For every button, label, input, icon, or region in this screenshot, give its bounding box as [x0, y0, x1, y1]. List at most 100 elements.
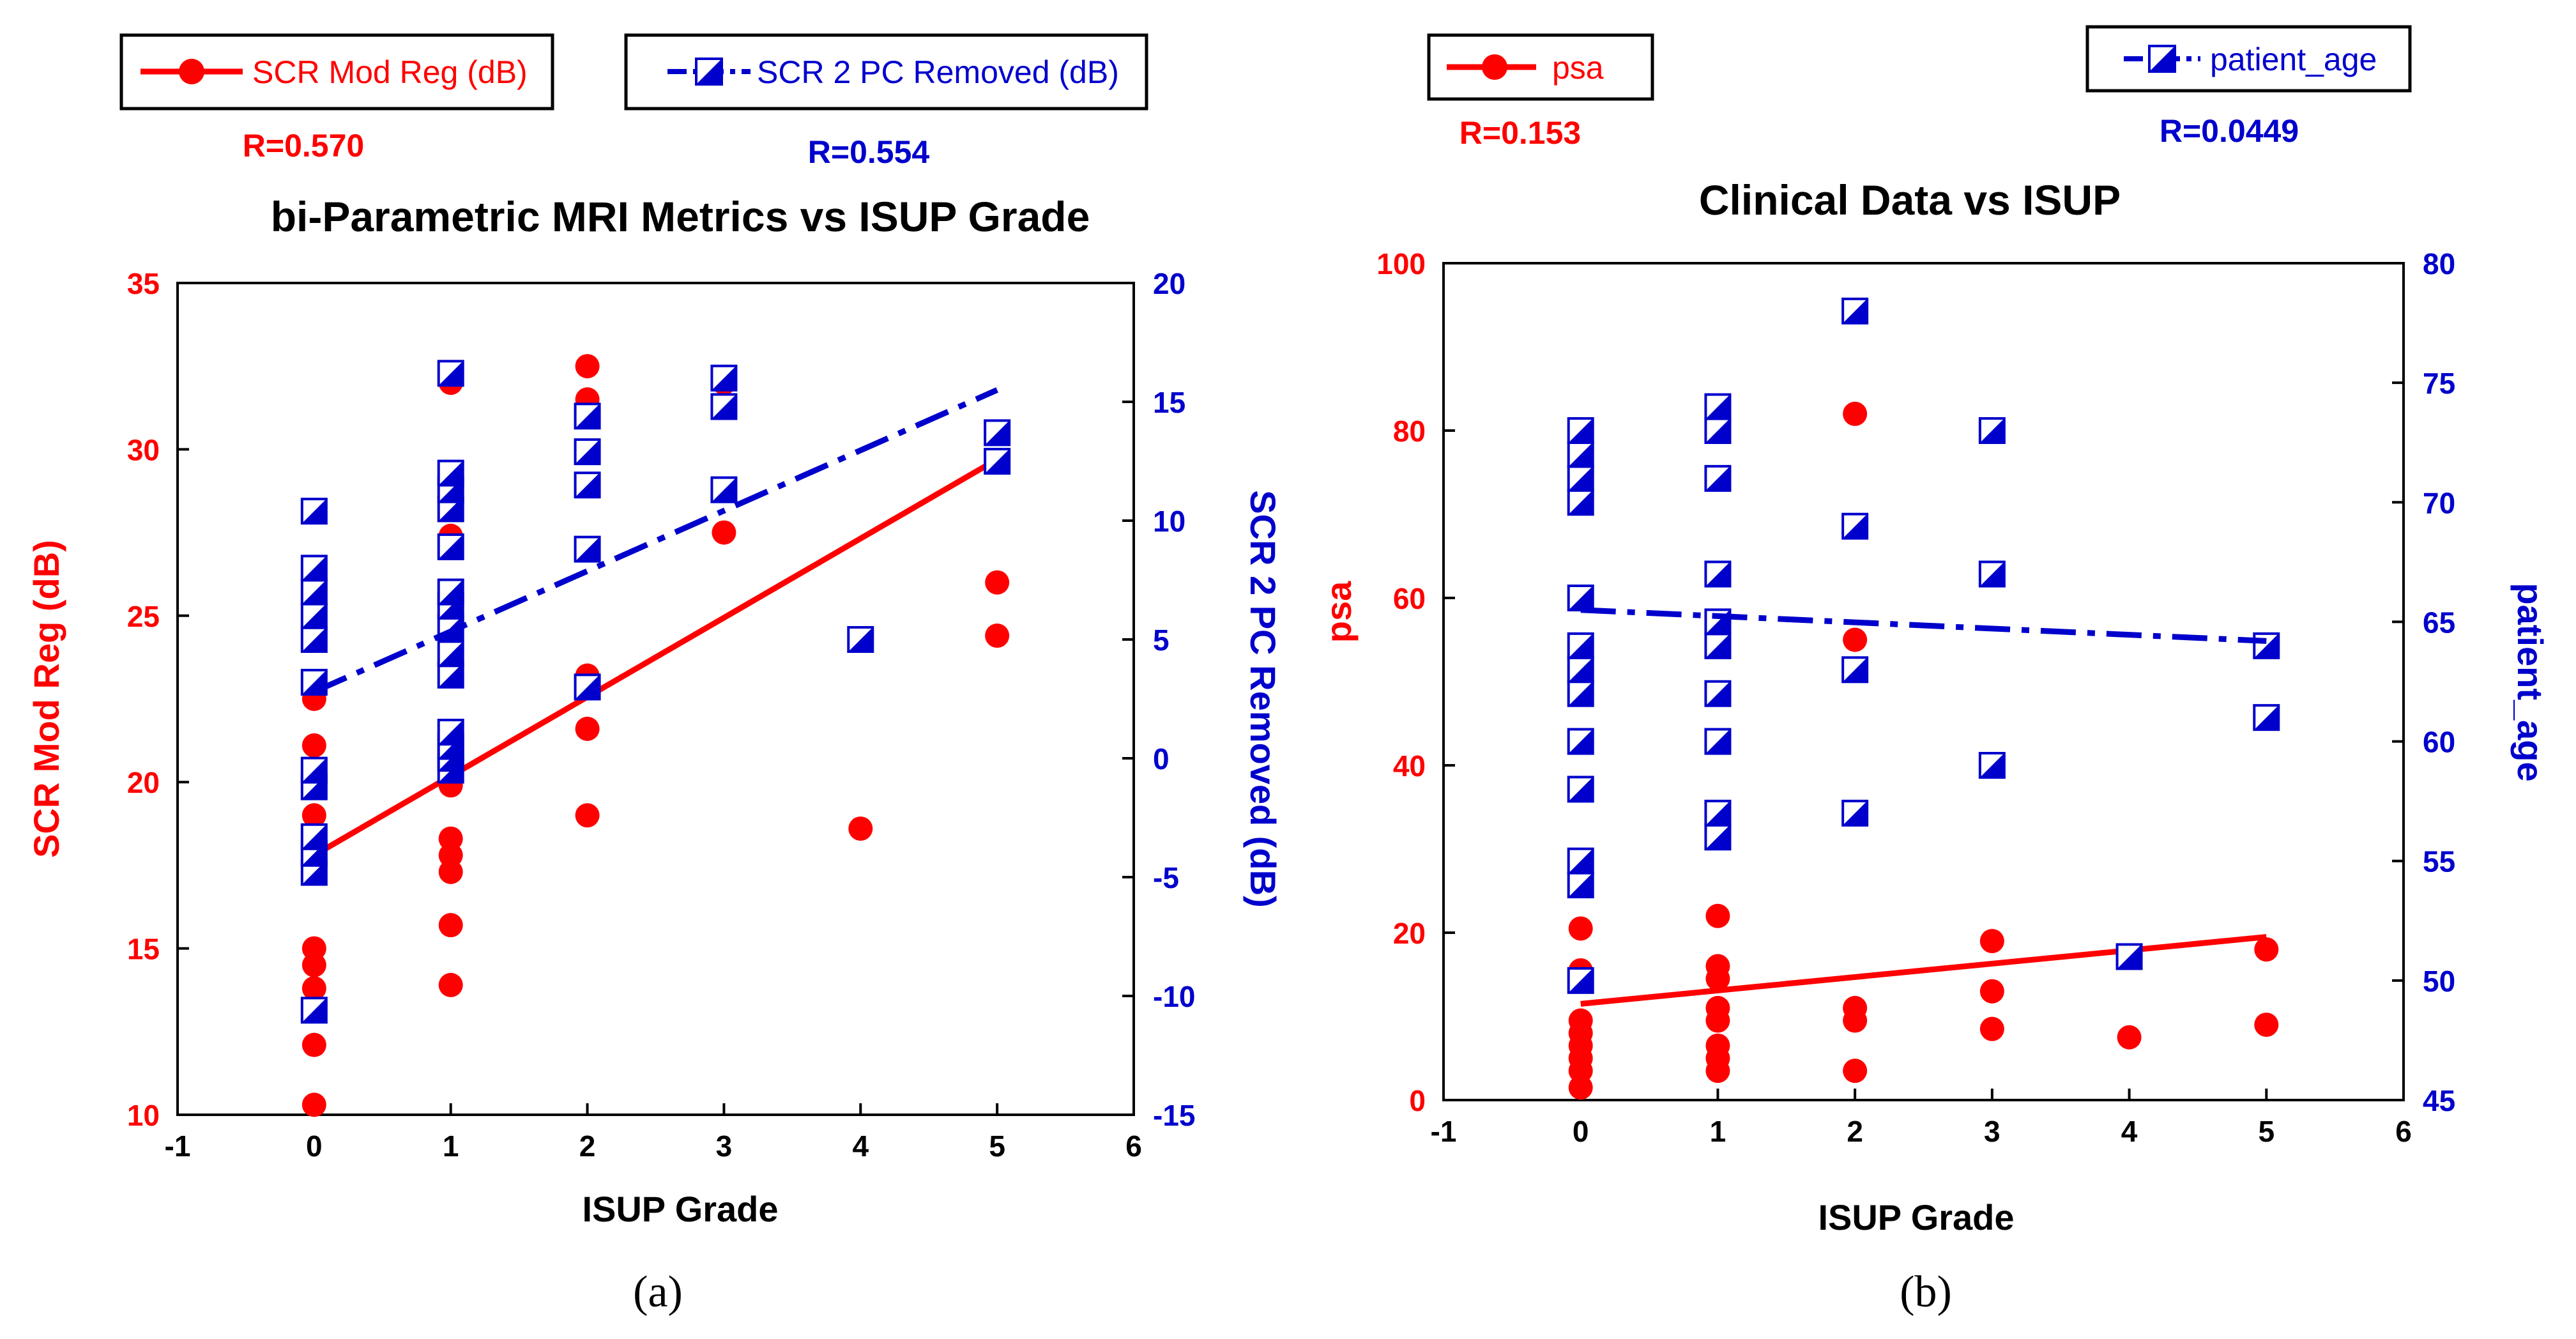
fit-line-b-s2 — [1580, 607, 2267, 644]
point-a-s2-3 — [300, 823, 328, 850]
x-tick-label-b-4: 3 — [1984, 1115, 2001, 1148]
point-a-s1-20 — [575, 716, 600, 741]
point-a-s1-2 — [301, 976, 326, 1001]
point-a-s2-10 — [300, 555, 328, 582]
point-b-s1-18 — [1843, 995, 1868, 1020]
y-right-tick-label-b-1: 50 — [2423, 965, 2455, 998]
y-right-tick-label-a-4: 5 — [1153, 624, 1170, 657]
x-tick-label-a-1: 0 — [306, 1129, 323, 1163]
point-b-s2-22 — [1704, 393, 1732, 420]
point-b-s1-10 — [1705, 1033, 1730, 1058]
fit-line-a-s2 — [313, 387, 998, 694]
y-right-tick-label-a-6: 15 — [1153, 386, 1185, 419]
legend-b-series-2-label: patient_age — [2210, 42, 2377, 77]
chart-b-ylabel-right: patient_age — [2510, 583, 2550, 781]
y-right-tick-label-b-4: 65 — [2423, 606, 2455, 639]
x-tick-label-a-6: 5 — [989, 1129, 1005, 1163]
point-a-s2-8 — [300, 602, 328, 629]
point-a-s2-26 — [574, 673, 601, 701]
point-a-s2-5 — [300, 756, 328, 784]
panel-a: SCR Mod Reg (dB) R=0.570 SCR 2 PC Remove… — [26, 33, 1283, 1317]
point-b-s2-6 — [1567, 656, 1594, 684]
y-left-tick-label-a-4: 30 — [127, 433, 160, 466]
point-b-s2-7 — [1567, 632, 1594, 659]
legend-b-series-2: patient_age — [2085, 25, 2412, 93]
point-b-s2-0 — [1567, 967, 1594, 994]
y-right-tick-label-a-5: 10 — [1153, 505, 1185, 538]
point-b-s1-15 — [1705, 903, 1730, 928]
chart-b-ylabel-left: psa — [1318, 581, 1359, 643]
x-tick-label-a-7: 6 — [1125, 1129, 1142, 1163]
legend-a-series-2-marker — [695, 57, 723, 86]
point-b-s2-11 — [1567, 441, 1594, 468]
plot-b-frame — [1442, 262, 2405, 1101]
y-left-tick-label-b-0: 0 — [1409, 1084, 1426, 1117]
point-a-s1-13 — [438, 826, 463, 851]
legend-b-series-1: psa — [1427, 33, 1654, 101]
panel-a-caption: (a) — [633, 1267, 683, 1317]
x-tick-label-a-2: 1 — [443, 1129, 459, 1163]
x-tick-label-a-4: 3 — [716, 1129, 733, 1163]
point-a-s2-34 — [847, 626, 874, 653]
point-a-s1-9 — [438, 972, 463, 997]
y-left-tick-label-a-1: 15 — [127, 933, 160, 966]
point-b-s1-19 — [1843, 627, 1868, 652]
point-a-s1-19 — [575, 803, 600, 828]
y-left-tick-label-a-0: 10 — [127, 1099, 160, 1132]
point-a-s2-11 — [300, 498, 328, 525]
point-a-s1-27 — [985, 624, 1010, 648]
point-b-s1-26 — [2254, 937, 2279, 962]
point-a-s2-29 — [574, 438, 601, 466]
legend-b-series-1-marker — [1482, 54, 1507, 80]
point-a-s1-0 — [301, 1092, 326, 1117]
y-right-tick-label-b-7: 80 — [2423, 247, 2455, 280]
panel-b: psa R=0.153 patient_age R=0.0449 Clinica… — [1318, 25, 2550, 1317]
x-tick-label-b-0: -1 — [1431, 1115, 1457, 1148]
point-b-s2-24 — [1841, 656, 1869, 684]
y-right-tick-label-b-2: 55 — [2423, 845, 2455, 878]
point-a-s1-6 — [301, 803, 326, 828]
point-a-s1-3 — [301, 953, 326, 977]
point-a-s2-0 — [300, 997, 328, 1024]
point-b-s2-16 — [1704, 680, 1732, 707]
fit-line-b-s1 — [1580, 934, 2267, 1007]
point-b-s1-12 — [1705, 995, 1730, 1020]
point-b-s2-10 — [1567, 464, 1594, 492]
point-b-s2-5 — [1567, 680, 1594, 707]
point-a-s2-17 — [437, 640, 464, 668]
y-right-tick-label-b-6: 75 — [2423, 367, 2455, 400]
point-b-s1-23 — [1979, 929, 2004, 954]
fit-line-a-s1 — [312, 457, 999, 858]
legend-a-series-1-marker — [179, 59, 204, 84]
r-label-b-series-1: R=0.153 — [1459, 115, 1581, 151]
point-a-s2-35 — [984, 448, 1011, 475]
legend-a-series-2: SCR 2 PC Removed (dB) — [624, 33, 1148, 111]
chart-a-ylabel-right: SCR 2 PC Removed (dB) — [1243, 490, 1283, 907]
point-a-s2-25 — [437, 360, 464, 387]
point-b-s1-25 — [2254, 1013, 2279, 1037]
y-right-tick-label-a-0: -15 — [1153, 1099, 1195, 1132]
y-left-tick-label-b-1: 20 — [1393, 917, 1426, 950]
point-b-s1-5 — [1568, 1008, 1593, 1033]
point-b-s2-32 — [2253, 632, 2280, 659]
x-tick-label-b-5: 4 — [2121, 1115, 2138, 1148]
r-label-a-series-2: R=0.554 — [808, 134, 930, 170]
chart-a-ylabel-left: SCR Mod Reg (dB) — [26, 540, 66, 858]
point-b-s2-15 — [1704, 728, 1732, 755]
y-right-tick-label-a-7: 20 — [1153, 267, 1185, 300]
point-b-s1-16 — [1843, 1059, 1868, 1083]
point-b-s2-4 — [1567, 728, 1594, 755]
point-a-s2-36 — [984, 419, 1011, 447]
point-b-s2-14 — [1704, 799, 1732, 827]
point-b-s1-7 — [1568, 916, 1593, 941]
point-b-s1-24 — [2117, 1025, 2142, 1050]
point-a-s1-26 — [848, 816, 873, 841]
point-a-s1-24 — [712, 520, 736, 545]
point-a-s2-24 — [437, 459, 464, 487]
point-a-s2-20 — [437, 578, 464, 606]
legend-a-series-1: SCR Mod Reg (dB) — [119, 33, 554, 111]
x-tick-label-b-6: 5 — [2258, 1115, 2275, 1148]
panel-b-caption: (b) — [1900, 1267, 1952, 1317]
point-b-s2-13 — [1704, 823, 1732, 851]
